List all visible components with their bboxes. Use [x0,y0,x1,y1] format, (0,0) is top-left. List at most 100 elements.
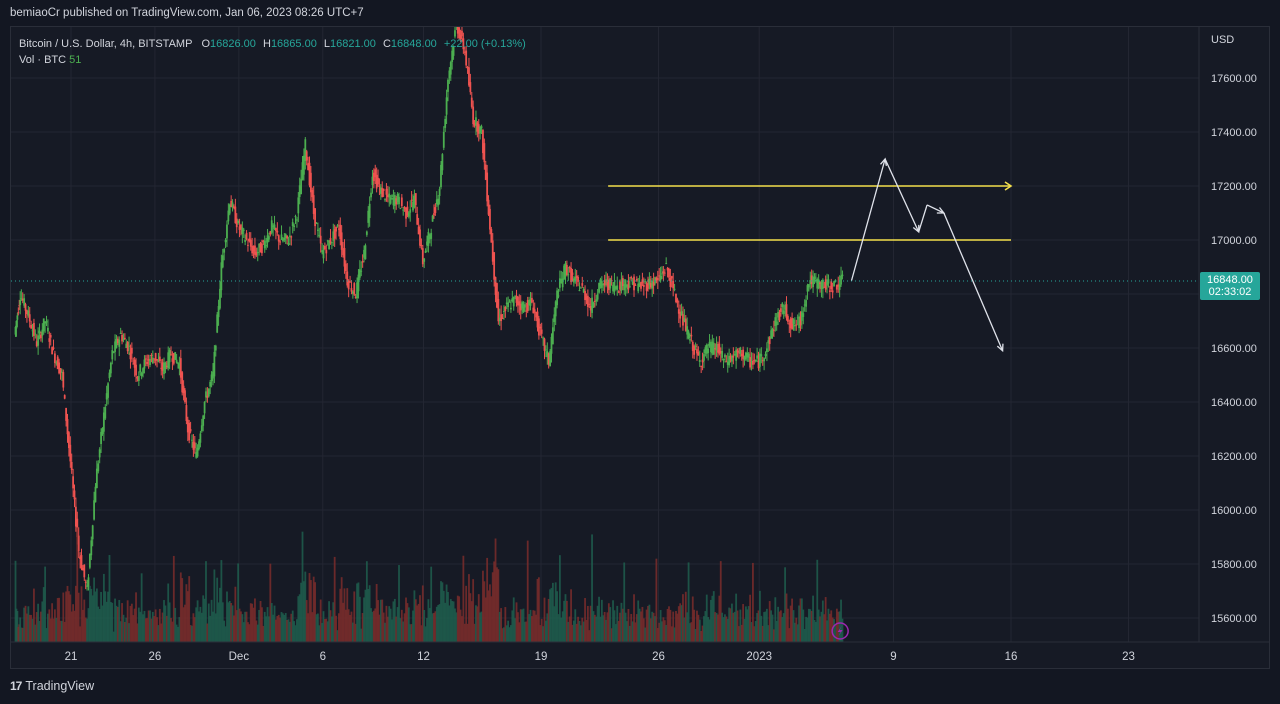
volume-bar [564,594,567,642]
volume-bar [729,608,732,642]
volume-bar [261,607,263,642]
volume-bar [642,618,645,642]
candle-body [263,240,266,249]
volume-bar [812,595,814,642]
volume-bar [817,609,820,642]
top-bar: bemiaoCr published on TradingView.com, J… [0,0,1280,26]
volume-bar [613,610,616,642]
candle-body [315,223,318,225]
volume-bar [756,613,759,642]
candle-body [403,207,406,209]
volume-bar [335,615,337,642]
volume-bar [553,606,556,642]
candle-body [171,358,174,362]
candle-body [577,277,579,282]
volume-bar [284,613,287,642]
footer-brand[interactable]: 17 TradingView [10,679,94,693]
volume-bar [40,611,42,642]
projection-segment [850,158,886,281]
volume-bar [659,610,662,642]
candle-body [56,356,59,370]
volume-bar [447,591,449,642]
volume-bar [165,615,168,642]
volume-bar [300,582,303,642]
candle-body [385,188,388,195]
candle-body [301,162,304,180]
volume-bar [186,591,189,642]
volume-bar [799,598,802,642]
candle-body [212,371,214,379]
volume-bar [181,578,184,642]
price-chart[interactable]: USD 15600.00 15800.00 16000.00 16200.00 16400… [11,27,1269,668]
volume-bar [708,619,711,642]
volume-bar [830,610,833,642]
candle-body [614,286,617,289]
candle-body [368,203,371,218]
current-price-value: 16848.00 [1207,274,1253,287]
time-tick-label: 26 [149,651,162,663]
volume-bar [399,618,402,642]
candle-body [546,351,549,358]
volume-bar [205,561,207,642]
volume-bar [168,602,171,642]
volume-bar [420,625,423,642]
candle-body [532,307,535,314]
candle-body [16,315,19,320]
volume-bar [91,595,94,642]
symbol-title[interactable]: Bitcoin / U.S. Dollar, 4h, BITSTAMP [19,38,193,50]
volume-bar [142,614,144,642]
volume-bar [487,590,490,642]
volume-bar [231,605,234,642]
candle-body [561,278,564,288]
volume-bar [212,611,214,642]
candle-body [592,302,595,308]
candle-body [361,260,364,263]
candle-body [518,301,521,306]
volume-bar [101,605,104,642]
volume-bar [17,626,20,642]
volume-label[interactable]: Vol · BTC [19,54,67,66]
candle-body [806,285,809,292]
volume-bar [628,625,631,642]
volume-bar [705,594,708,642]
volume-bar [528,614,531,642]
candle-body [831,290,834,293]
volume-bar [375,583,378,642]
volume-bar [336,630,339,642]
candle-body [529,299,532,306]
candle-body [410,199,413,201]
candle-body [745,352,747,360]
candle-body [431,215,434,222]
candle-body [634,284,637,286]
candle-body [598,283,600,293]
candle-body [174,352,177,360]
volume-bar [146,618,149,642]
volume-bar [510,625,512,642]
candle-body [620,281,623,291]
volume-bar [233,615,235,642]
candle-body [637,283,640,292]
candle-body [235,218,238,228]
volume-bar [550,587,553,642]
chart-frame[interactable]: USD 15600.00 15800.00 16000.00 16200.00 16400… [10,26,1270,669]
volume-bar [466,623,469,642]
volume-bar [248,624,251,642]
candle-body [445,97,448,115]
volume-bar [164,605,167,642]
candle-body [837,284,840,287]
candle-body [375,174,378,189]
price-axis-currency: USD [1211,34,1234,46]
volume-bar [750,622,753,642]
candle-body [231,202,234,208]
volume-bar [712,591,715,642]
candle-body [644,281,647,283]
ohlc-row: Bitcoin / U.S. Dollar, 4h, BITSTAMP O168… [19,36,530,52]
candle-body [833,281,835,287]
candle-body [340,232,343,250]
volume-bar [837,611,840,642]
open-value: 16826.00 [210,38,256,50]
candle-body [105,393,108,400]
candle-body [286,235,289,239]
time-tick-label: 12 [417,651,430,663]
candle-body [193,442,196,449]
